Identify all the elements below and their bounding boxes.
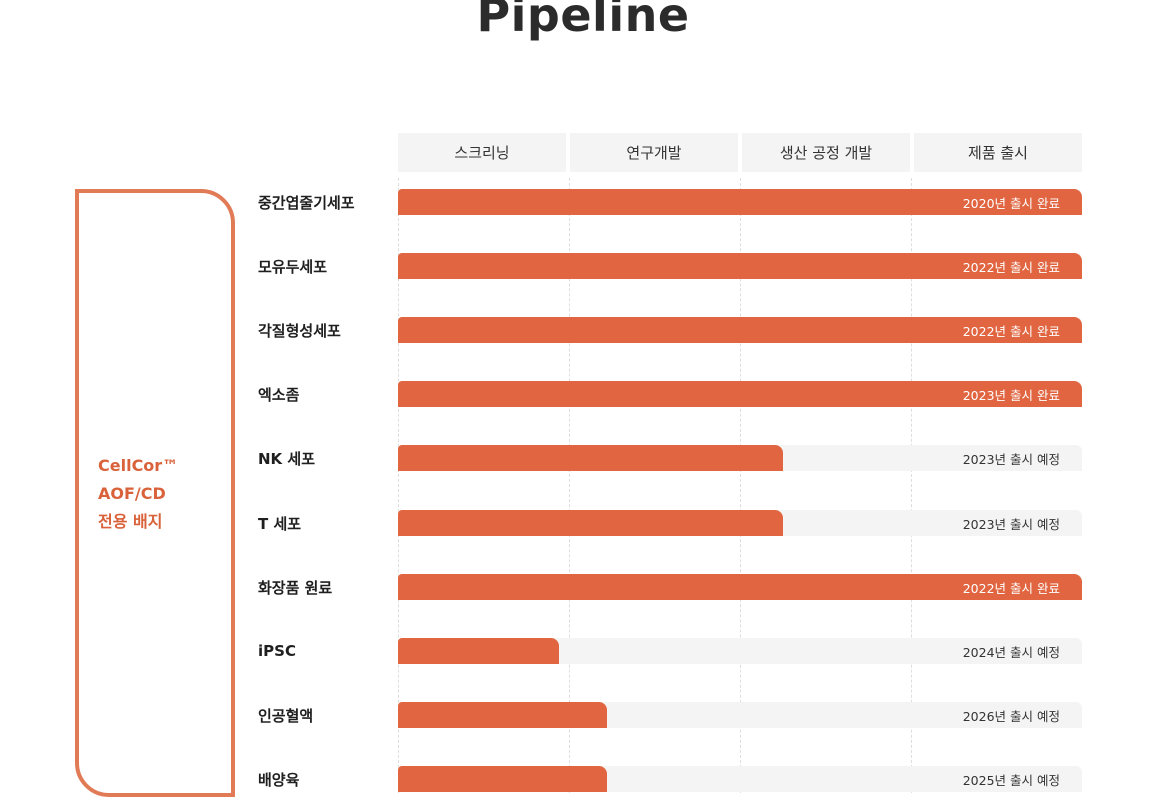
status-label: 2022년 출시 완료: [962, 580, 1060, 596]
progress-bar: [398, 189, 1082, 215]
row-label: iPSC: [258, 642, 296, 660]
status-label: 2023년 출시 완료: [962, 387, 1060, 403]
row-label: NK 세포: [258, 449, 315, 468]
status-label: 2022년 출시 완료: [962, 323, 1060, 339]
row-label: 배양육: [258, 770, 300, 789]
status-label: 2026년 출시 예정: [962, 708, 1060, 724]
gridline: [911, 178, 912, 793]
row-label: T 세포: [258, 514, 302, 533]
gridline: [569, 178, 570, 793]
row-label: 중간엽줄기세포: [258, 193, 355, 212]
group-label: CellCor™ AOF/CD 전용 배지: [98, 456, 179, 531]
progress-bar: [398, 510, 783, 536]
progress-bar: [398, 445, 783, 471]
status-label: 2025년 출시 예정: [962, 772, 1060, 788]
row-label: 각질형성세포: [258, 321, 341, 340]
progress-bar: [398, 574, 1082, 600]
row-label: 엑소좀: [258, 385, 300, 404]
stage-header-screening: 스크리닝: [398, 133, 566, 172]
progress-bar: [398, 317, 1082, 343]
status-label: 2024년 출시 예정: [962, 644, 1060, 660]
status-label: 2022년 출시 완료: [962, 259, 1060, 275]
row-label: 모유두세포: [258, 257, 328, 276]
progress-bar: [398, 766, 607, 792]
row-label: 화장품 원료: [258, 578, 333, 597]
stage-header-rnd: 연구개발: [570, 133, 738, 172]
row-label: 인공혈액: [258, 706, 314, 725]
group-box: [75, 189, 235, 797]
gridline: [740, 178, 741, 793]
gridline: [398, 178, 399, 793]
progress-bar: [398, 381, 1082, 407]
progress-bar: [398, 638, 559, 664]
page-title: Pipeline: [476, 0, 690, 42]
status-label: 2020년 출시 완료: [962, 195, 1060, 211]
progress-bar: [398, 702, 607, 728]
status-label: 2023년 출시 예정: [962, 516, 1060, 532]
stage-header-process-dev: 생산 공정 개발: [742, 133, 910, 172]
progress-bar: [398, 253, 1082, 279]
status-label: 2023년 출시 예정: [962, 451, 1060, 467]
stage-header-launch: 제품 출시: [914, 133, 1082, 172]
